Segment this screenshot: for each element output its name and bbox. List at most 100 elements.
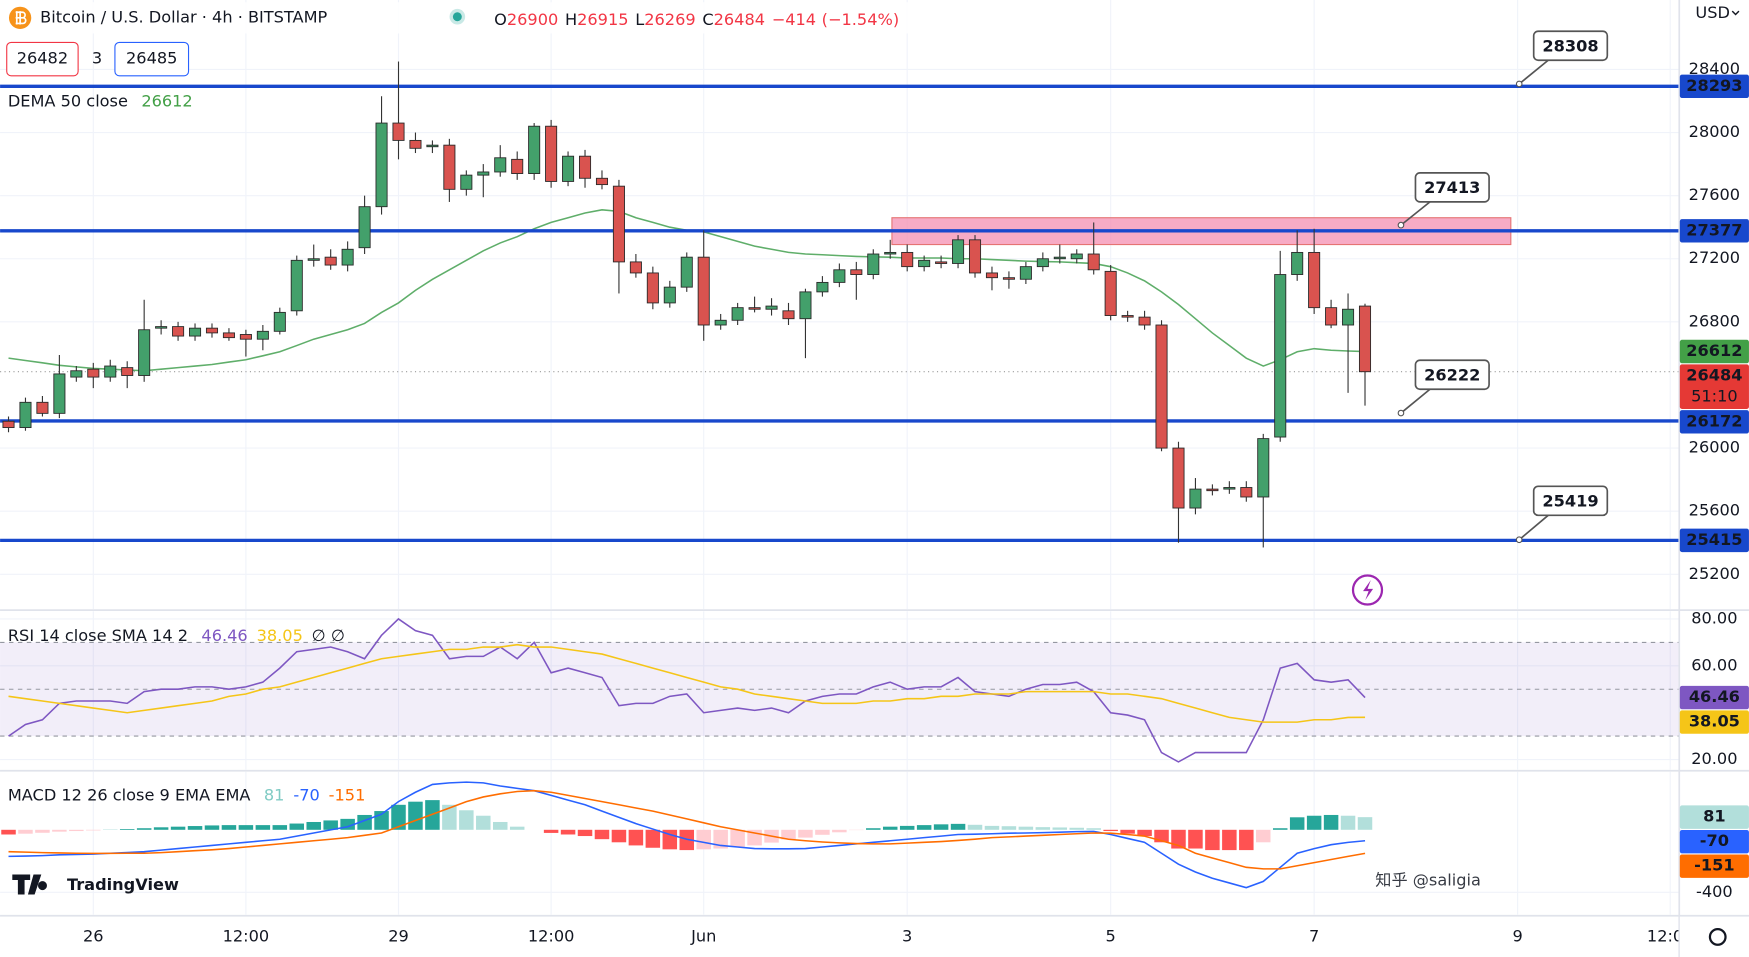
ohlc-value: 26900	[507, 10, 558, 29]
candle-body	[545, 125, 558, 182]
candle-body	[121, 367, 134, 376]
candle-body	[307, 258, 320, 261]
candle-body	[833, 269, 846, 283]
change-pct: (−1.54%)	[822, 10, 899, 29]
histogram-bar	[543, 829, 559, 833]
ohlc-legend: O26900 H26915 L26269 C26484 −414 (−1.54%)	[494, 10, 899, 29]
ohlc-prefix: H	[565, 10, 577, 29]
candle-body	[36, 401, 49, 414]
candle-body	[1019, 266, 1032, 280]
histogram-bar	[18, 829, 33, 834]
x-tick-label: 3	[902, 926, 912, 945]
axis-badge	[1679, 410, 1749, 434]
legend-value: -70	[293, 785, 319, 804]
legend-value: 46.46	[201, 625, 247, 644]
histogram-bar	[730, 829, 745, 847]
currency[interactable]: USD	[1695, 3, 1730, 22]
callout-pointer	[1518, 514, 1549, 541]
candle-body	[918, 259, 931, 268]
bid-box[interactable]	[6, 41, 79, 77]
x-tick-label: 9	[1512, 926, 1522, 945]
histogram-bar	[713, 829, 728, 849]
candle-body	[443, 144, 456, 190]
axis-badge	[1679, 219, 1749, 243]
histogram-bar	[1018, 826, 1034, 830]
ask-box[interactable]	[114, 41, 190, 77]
histogram-bar	[696, 829, 711, 850]
x-tick-label: 12:00	[223, 926, 270, 945]
candle-body	[53, 373, 66, 414]
candle-body	[409, 139, 422, 149]
candle-body	[612, 185, 625, 263]
candle-body	[1087, 253, 1100, 271]
candle-body	[1155, 324, 1168, 449]
histogram-bar	[798, 829, 813, 838]
histogram-bar	[560, 829, 576, 835]
axis-badge	[1679, 74, 1749, 99]
histogram-bar	[933, 824, 949, 830]
candle-body	[19, 401, 32, 429]
logo-mark	[12, 874, 47, 895]
candle-body	[595, 177, 609, 186]
histogram-bar	[476, 815, 491, 830]
histogram-bar	[340, 818, 355, 830]
histogram-bar	[984, 825, 1000, 830]
histogram-bar	[1323, 814, 1339, 830]
candle-body	[782, 310, 795, 320]
histogram-bar	[815, 829, 830, 835]
candle-body	[358, 206, 371, 249]
axis-badge-label: 26484	[1686, 366, 1742, 385]
histogram-bar	[1120, 829, 1135, 834]
alert-bolt	[1363, 580, 1374, 601]
candle-body	[460, 174, 473, 190]
histogram-bar	[1289, 817, 1305, 830]
y-tick-label: 28000	[1689, 122, 1740, 141]
candle-body	[765, 305, 778, 310]
candle-body	[104, 365, 117, 378]
legend-value: -151	[329, 785, 366, 804]
candle-body	[748, 307, 761, 310]
rsi-legend: RSI 14 close SMA 14 2 46.46 38.05 ∅ ∅	[8, 625, 345, 644]
histogram-bar	[272, 825, 288, 830]
x-tick-label: 29	[388, 926, 409, 945]
candle-body	[1121, 315, 1134, 318]
histogram-bar	[408, 801, 423, 830]
histogram-bar	[882, 826, 898, 830]
spread: 3	[92, 49, 102, 68]
candle-body	[256, 330, 269, 340]
settings-icon[interactable]	[1708, 928, 1727, 946]
candle-body	[1308, 251, 1321, 309]
coin-icon-mark	[15, 11, 27, 25]
callout-anchor	[1515, 536, 1523, 544]
axis-badge	[1679, 364, 1749, 409]
candle-body	[1053, 256, 1066, 260]
axis-badge	[1679, 528, 1749, 553]
series-line	[8, 643, 1366, 723]
candle-body	[1342, 308, 1355, 326]
candle-body	[731, 307, 744, 321]
callout-pointer	[1518, 59, 1549, 85]
candle-body	[714, 319, 727, 326]
candle-body	[1036, 258, 1049, 268]
histogram-bar	[170, 826, 186, 830]
callout-pointer	[1400, 201, 1431, 226]
histogram-bar	[52, 829, 67, 832]
candle-body	[629, 261, 642, 274]
axis-badge-label: 25415	[1686, 530, 1742, 549]
histogram-bar	[35, 829, 50, 833]
ohlc-prefix: O	[494, 10, 507, 29]
callout-box	[1532, 30, 1609, 62]
histogram-bar	[323, 820, 338, 830]
histogram-bar	[509, 826, 525, 830]
candle-body	[87, 368, 100, 378]
axis-badge-label: 46.46	[1689, 687, 1740, 706]
candle-body	[138, 329, 151, 376]
histogram-bar	[899, 825, 915, 830]
callout-pointer	[1400, 388, 1431, 414]
plot-area	[0, 0, 1679, 915]
histogram-bar	[1222, 829, 1237, 851]
histogram-bar	[306, 821, 321, 830]
histogram-bar	[594, 829, 610, 840]
macd-legend: MACD 12 26 close 9 EMA EMA 81 -70 -151	[8, 785, 366, 804]
histogram-bar	[391, 804, 406, 830]
